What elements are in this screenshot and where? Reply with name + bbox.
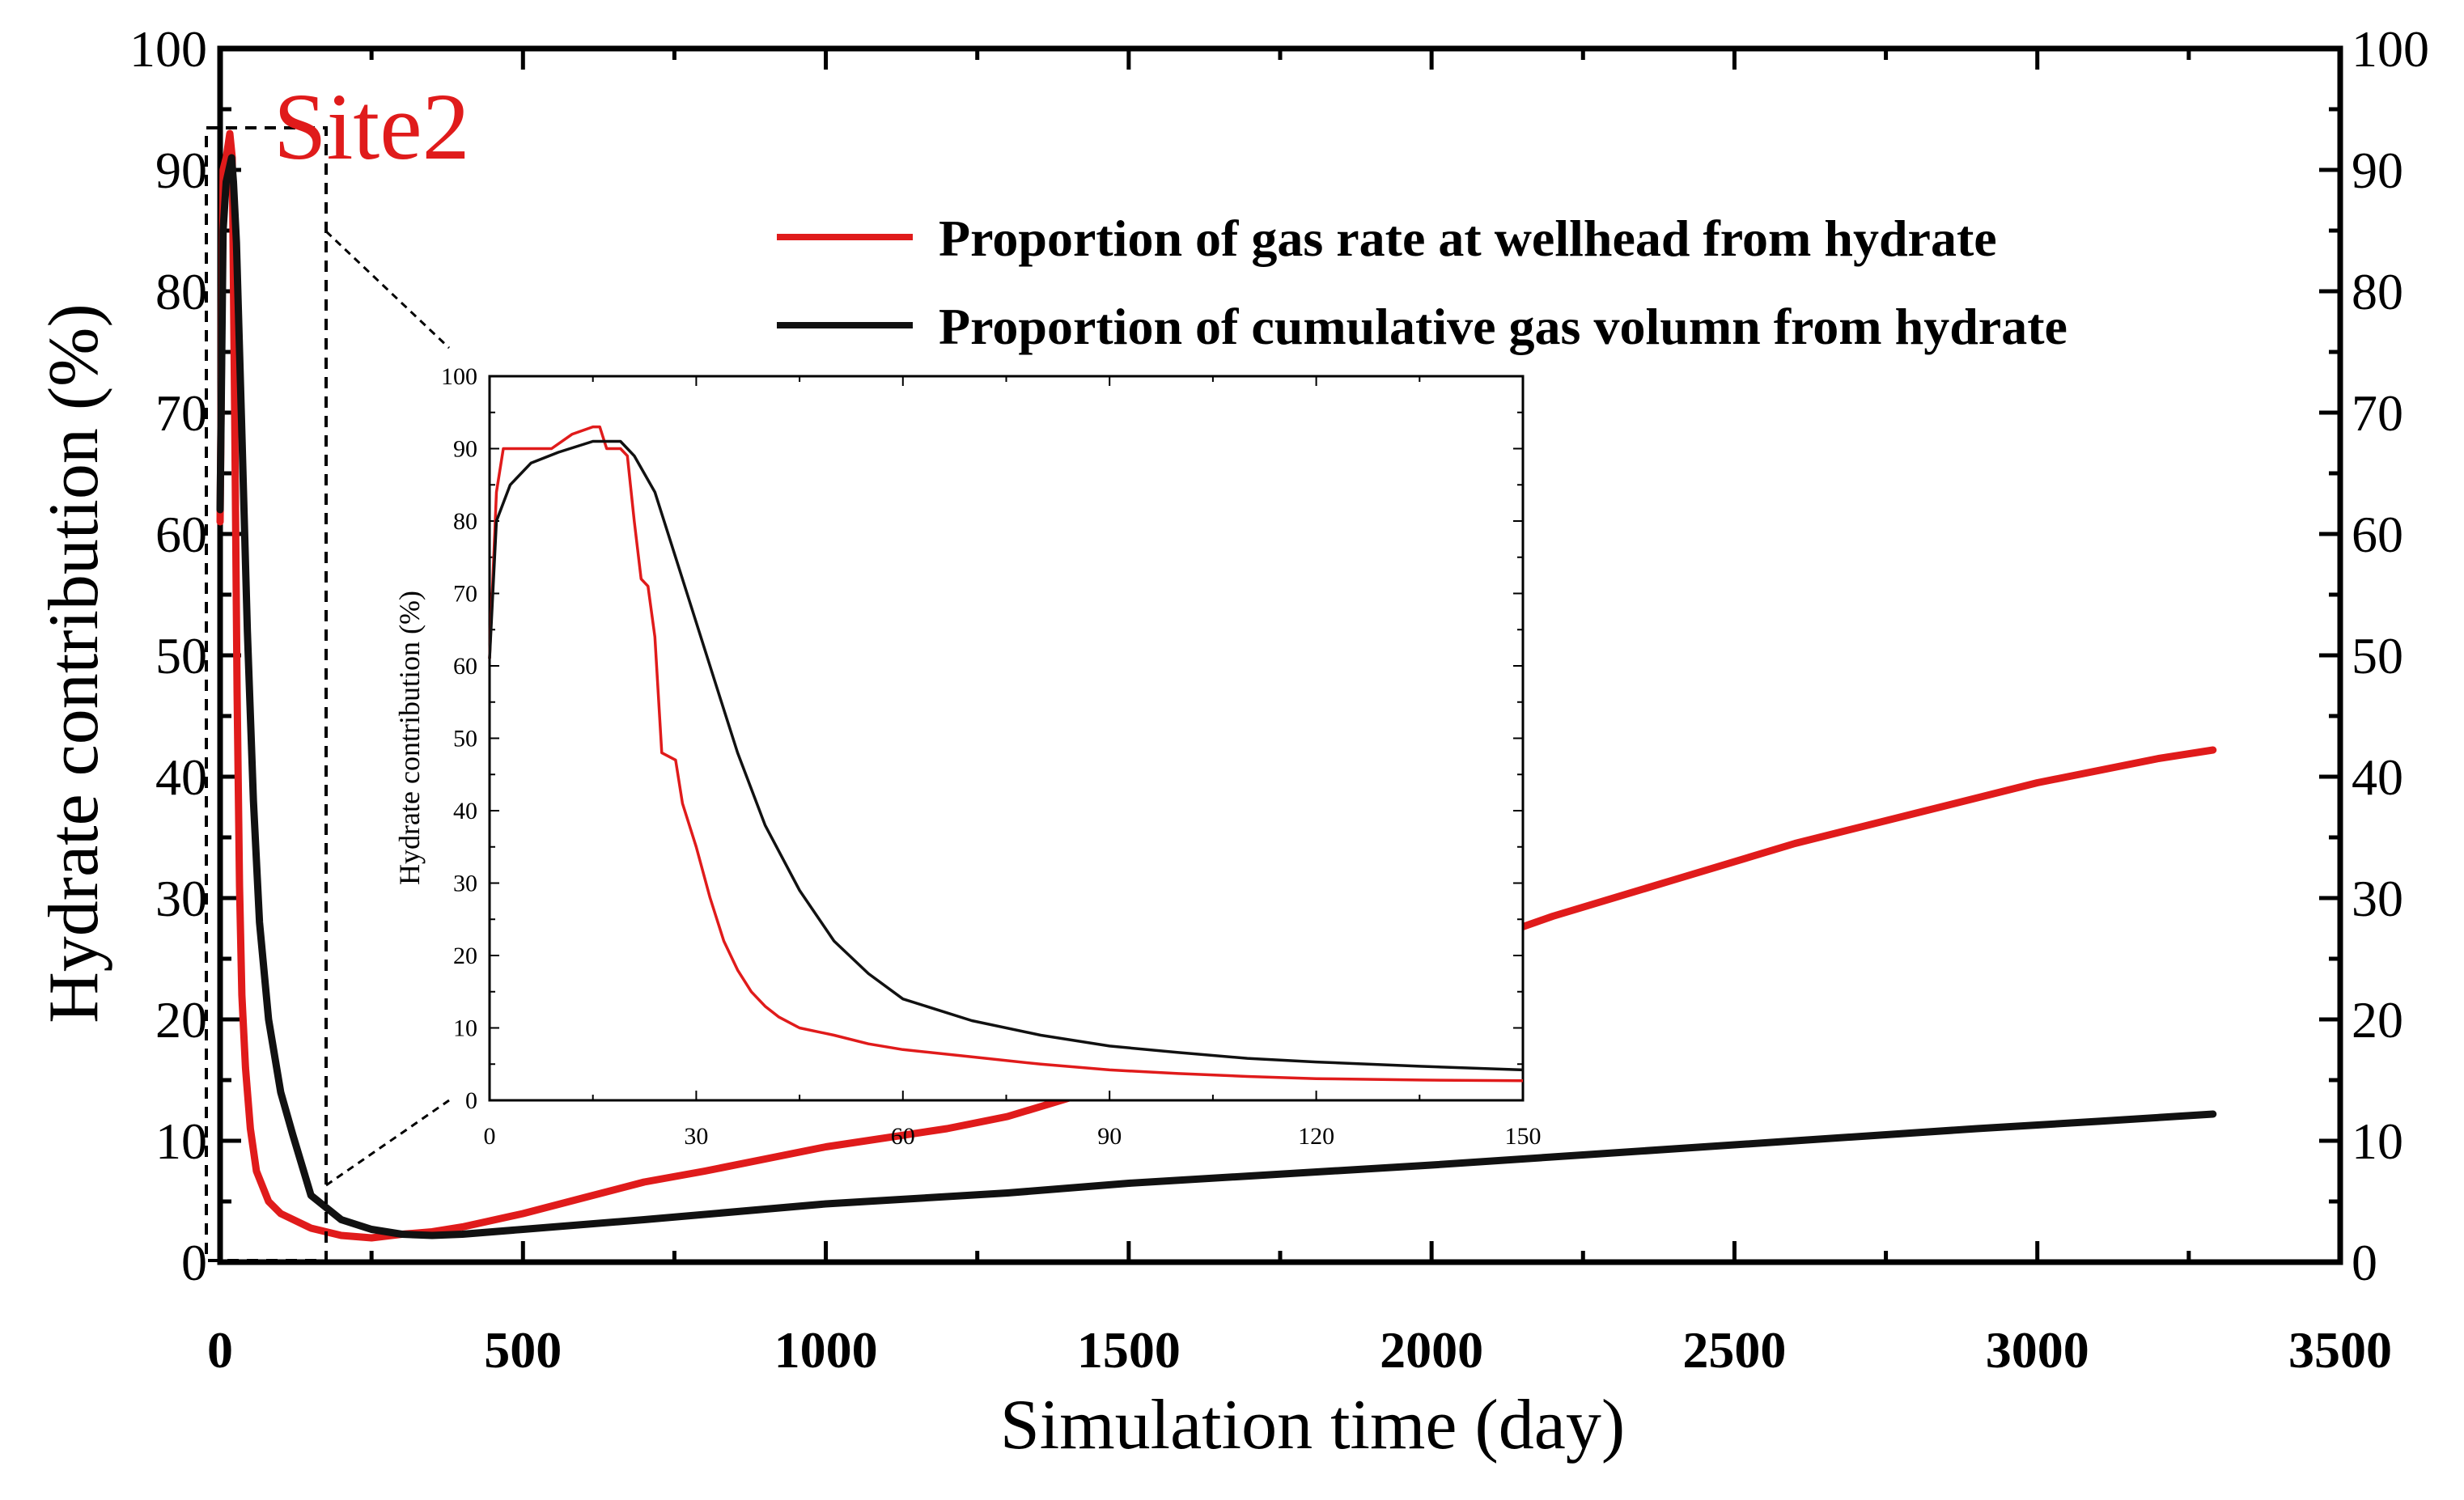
- y-tick-label-left: 10: [155, 1112, 207, 1170]
- y-tick-label-right: 100: [2352, 20, 2429, 78]
- inset-x-tick-label: 150: [1505, 1123, 1542, 1150]
- y-tick-label-left: 40: [155, 748, 207, 806]
- y-tick-label-left: 100: [129, 20, 207, 78]
- inset-x-tick-label: 90: [1097, 1123, 1122, 1150]
- inset-x-tick-label: 0: [484, 1123, 496, 1150]
- y-tick-label-left: 30: [155, 870, 207, 927]
- inset-series-lines: [488, 425, 1524, 1083]
- inset-x-tick-label: 30: [684, 1123, 708, 1150]
- y-tick-label-right: 70: [2352, 384, 2403, 442]
- y-tick-label-right: 40: [2352, 748, 2403, 806]
- y-tick-label-right: 10: [2352, 1112, 2403, 1170]
- inset-y-tick-labels: 0 10 20 30 40 50 60 70 80 90 100: [441, 363, 477, 1114]
- inset-series-line-gas-rate: [488, 425, 1524, 1083]
- y-axis-left-tick-labels: 0 10 20 30 40 50 60 70 80 90 100: [129, 20, 207, 1291]
- inset-y-tick-label: 60: [453, 653, 477, 680]
- inset-y-tick-label: 10: [453, 1015, 477, 1042]
- inset-axis-ticks: [489, 375, 1524, 1101]
- x-axis-title: Simulation time (day): [1000, 1386, 1625, 1464]
- x-tick-label: 2000: [1380, 1321, 1483, 1379]
- y-axis-title: Hydrate contribution (%): [35, 303, 113, 1023]
- inset-y-tick-label: 100: [441, 363, 477, 390]
- inset-y-tick-label: 40: [453, 798, 477, 824]
- inset-y-tick-label: 20: [453, 943, 477, 969]
- x-tick-label: 1500: [1077, 1321, 1181, 1379]
- x-tick-label: 3500: [2288, 1321, 2392, 1379]
- inset-series-line-cumulative: [488, 439, 1524, 1072]
- inset-y-tick-label: 30: [453, 871, 477, 897]
- y-tick-label-right: 30: [2352, 870, 2403, 927]
- y-tick-label-left: 80: [155, 263, 207, 320]
- x-tick-label: 1000: [774, 1321, 878, 1379]
- y-tick-label-right: 80: [2352, 263, 2403, 320]
- y-tick-label-right: 20: [2352, 991, 2403, 1049]
- legend: Proportion of gas rate at wellhead from …: [777, 210, 2067, 355]
- inset-chart: 0 30 60 90 120 150 0 10 20 30 40 50 60 70 80 90 100 Hyd…: [393, 363, 1542, 1150]
- inset-x-tick-label: 60: [891, 1123, 915, 1150]
- y-tick-label-left: 60: [155, 506, 207, 563]
- zoom-region-box: [205, 126, 328, 1262]
- y-axis-right-tick-labels: 0 10 20 30 40 50 60 70 80 90 100: [2352, 20, 2429, 1291]
- zoom-connector-top: [324, 230, 451, 350]
- x-tick-label: 500: [484, 1321, 562, 1379]
- inset-plot-frame: [488, 375, 1525, 1102]
- inset-y-tick-label: 0: [465, 1087, 477, 1114]
- x-tick-label: 0: [207, 1321, 233, 1379]
- inset-y-tick-label: 90: [453, 436, 477, 463]
- y-tick-label-right: 60: [2352, 506, 2403, 563]
- y-tick-label-left: 90: [155, 142, 207, 199]
- inset-y-tick-label: 80: [453, 508, 477, 535]
- inset-y-tick-label: 50: [453, 726, 477, 752]
- x-axis-tick-labels: 0 500 1000 1500 2000 2500 3000 3500: [207, 1321, 2392, 1379]
- y-tick-label-right: 50: [2352, 627, 2403, 684]
- x-tick-label: 2500: [1682, 1321, 1786, 1379]
- y-tick-label-left: 50: [155, 627, 207, 684]
- site-annotation: Site2: [274, 74, 470, 180]
- y-tick-label-left: 0: [181, 1234, 207, 1291]
- zoom-connector-bottom: [325, 1099, 450, 1187]
- y-tick-label-right: 90: [2352, 142, 2403, 199]
- legend-label-gas-rate: Proportion of gas rate at wellhead from …: [939, 210, 1997, 267]
- y-tick-label-right: 0: [2352, 1234, 2377, 1291]
- legend-label-cumulative: Proportion of cumulative gas volumn from…: [939, 298, 2067, 355]
- y-tick-label-left: 70: [155, 384, 207, 442]
- inset-x-tick-label: 120: [1298, 1123, 1334, 1150]
- inset-x-tick-labels: 0 30 60 90 120 150: [484, 1123, 1542, 1150]
- inset-y-axis-title: Hydrate contribution (%): [393, 591, 426, 885]
- inset-y-tick-label: 70: [453, 581, 477, 608]
- x-tick-label: 3000: [1986, 1321, 2089, 1379]
- series-line-cumulative: [216, 154, 2217, 1239]
- y-tick-label-left: 20: [155, 991, 207, 1049]
